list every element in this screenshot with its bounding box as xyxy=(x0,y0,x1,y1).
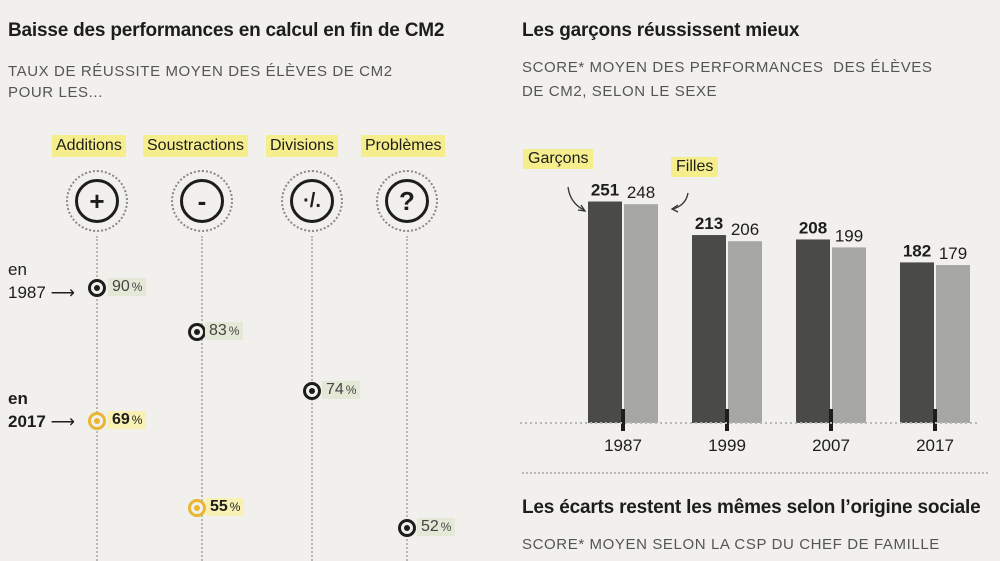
x-tick-mark-2017 xyxy=(933,409,937,431)
left-title: Baisse des performances en calcul en fin… xyxy=(8,20,445,41)
bar-filles-1999 xyxy=(728,241,762,423)
legend-arrow-filles xyxy=(672,192,689,210)
bar-filles-1987 xyxy=(624,204,658,423)
question-icon: ? xyxy=(385,179,429,223)
value-2017-soustractions: 55% xyxy=(206,498,245,516)
bar-value-garcons-1999: 213 xyxy=(695,214,723,233)
legend-filles: Filles xyxy=(671,157,719,177)
legend-arrow-garcons xyxy=(567,186,585,211)
left-subtitle-line2: POUR LES... xyxy=(8,84,103,101)
marker-1987-soustractions xyxy=(188,323,206,341)
x-tick-label-1987: 1987 xyxy=(604,436,642,455)
x-tick-mark-2007 xyxy=(829,409,833,431)
bar-garcons-2017 xyxy=(900,262,934,423)
bar-value-garcons-1987: 251 xyxy=(591,181,619,200)
value-2017-problemes: 52% xyxy=(417,518,456,536)
x-tick-label-2017: 2017 xyxy=(916,436,954,455)
value-1987-divisions: 74% xyxy=(322,381,361,399)
value-1987-soustractions: 83% xyxy=(205,322,244,340)
bar-chart: 251 248 1987 213 206 1999 208 199 2007 182 179 2017 xyxy=(520,181,980,455)
category-label-soustractions: Soustractions xyxy=(143,135,248,157)
minus-icon: - xyxy=(180,179,224,223)
bar-garcons-2007 xyxy=(796,239,830,423)
division-icon: ·/. xyxy=(290,179,334,223)
marker-1987-additions xyxy=(88,279,106,297)
value-2017-additions: 69% xyxy=(108,411,147,429)
marker-2017-problemes xyxy=(398,519,416,537)
arrow-right-icon: ⟶ xyxy=(50,283,75,302)
marker-1987-divisions xyxy=(303,382,321,400)
bar-value-filles-2017: 179 xyxy=(939,244,967,263)
additions-icon-ring: + xyxy=(66,170,128,232)
marker-2017-soustractions xyxy=(188,499,206,517)
guide-line-soustractions xyxy=(201,236,203,561)
bottom-title: Les écarts restent les mêmes selon l’ori… xyxy=(522,497,981,518)
legend-arrow-garcons-head xyxy=(577,204,587,212)
right-subtitle-line2: DE CM2, SELON LE SEXE xyxy=(522,83,718,100)
x-tick-label-2007: 2007 xyxy=(812,436,850,455)
year-2017-text: 2017 xyxy=(8,412,46,431)
value-1987-additions: 90% xyxy=(108,278,147,296)
bar-value-filles-1987: 248 xyxy=(627,183,655,202)
problemes-icon-ring: ? xyxy=(376,170,438,232)
bar-value-garcons-2007: 208 xyxy=(799,218,827,237)
legend-garcons: Garçons xyxy=(523,149,594,169)
arrow-right-icon: ⟶ xyxy=(50,412,75,431)
x-tick-label-1999: 1999 xyxy=(708,436,746,455)
bar-garcons-1987 xyxy=(588,201,622,423)
category-label-divisions: Divisions xyxy=(266,135,339,157)
plus-icon: + xyxy=(75,179,119,223)
year-1987-text: 1987 xyxy=(8,283,46,302)
guide-line-problemes xyxy=(406,236,408,561)
year-1987-label: 1987 ⟶ xyxy=(8,281,75,304)
right-title: Les garçons réussissent mieux xyxy=(522,20,800,41)
bar-garcons-1999 xyxy=(692,235,726,423)
legend-arrow-filles-head xyxy=(670,204,679,213)
bar-filles-2017 xyxy=(936,265,970,423)
x-tick-mark-1987 xyxy=(621,409,625,431)
x-tick-mark-1999 xyxy=(725,409,729,431)
section-divider xyxy=(522,472,988,474)
bar-value-filles-1999: 206 xyxy=(731,220,759,239)
bar-value-garcons-2017: 182 xyxy=(903,241,931,260)
bar-value-filles-2007: 199 xyxy=(835,226,863,245)
year-2017-prefix: en xyxy=(8,389,28,408)
bar-filles-2007 xyxy=(832,247,866,423)
year-1987-prefix: en xyxy=(8,260,27,279)
left-subtitle-line1: TAUX DE RÉUSSITE MOYEN DES ÉLÈVES DE CM2 xyxy=(8,63,393,80)
category-label-additions: Additions xyxy=(52,135,126,157)
bars-layer: 251 248 1987 213 206 1999 208 199 2007 182 179 2017 xyxy=(588,181,970,455)
right-subtitle-line1: SCORE* MOYEN DES PERFORMANCES DES ÉLÈVES xyxy=(522,59,933,76)
year-2017-label: 2017 ⟶ xyxy=(8,410,75,433)
marker-2017-additions xyxy=(88,412,106,430)
bottom-subtitle: SCORE* MOYEN SELON LA CSP DU CHEF DE FAM… xyxy=(522,536,940,553)
guide-line-additions xyxy=(96,236,98,561)
soustractions-icon-ring: - xyxy=(171,170,233,232)
divisions-icon-ring: ·/. xyxy=(281,170,343,232)
category-label-problemes: Problèmes xyxy=(361,135,446,157)
